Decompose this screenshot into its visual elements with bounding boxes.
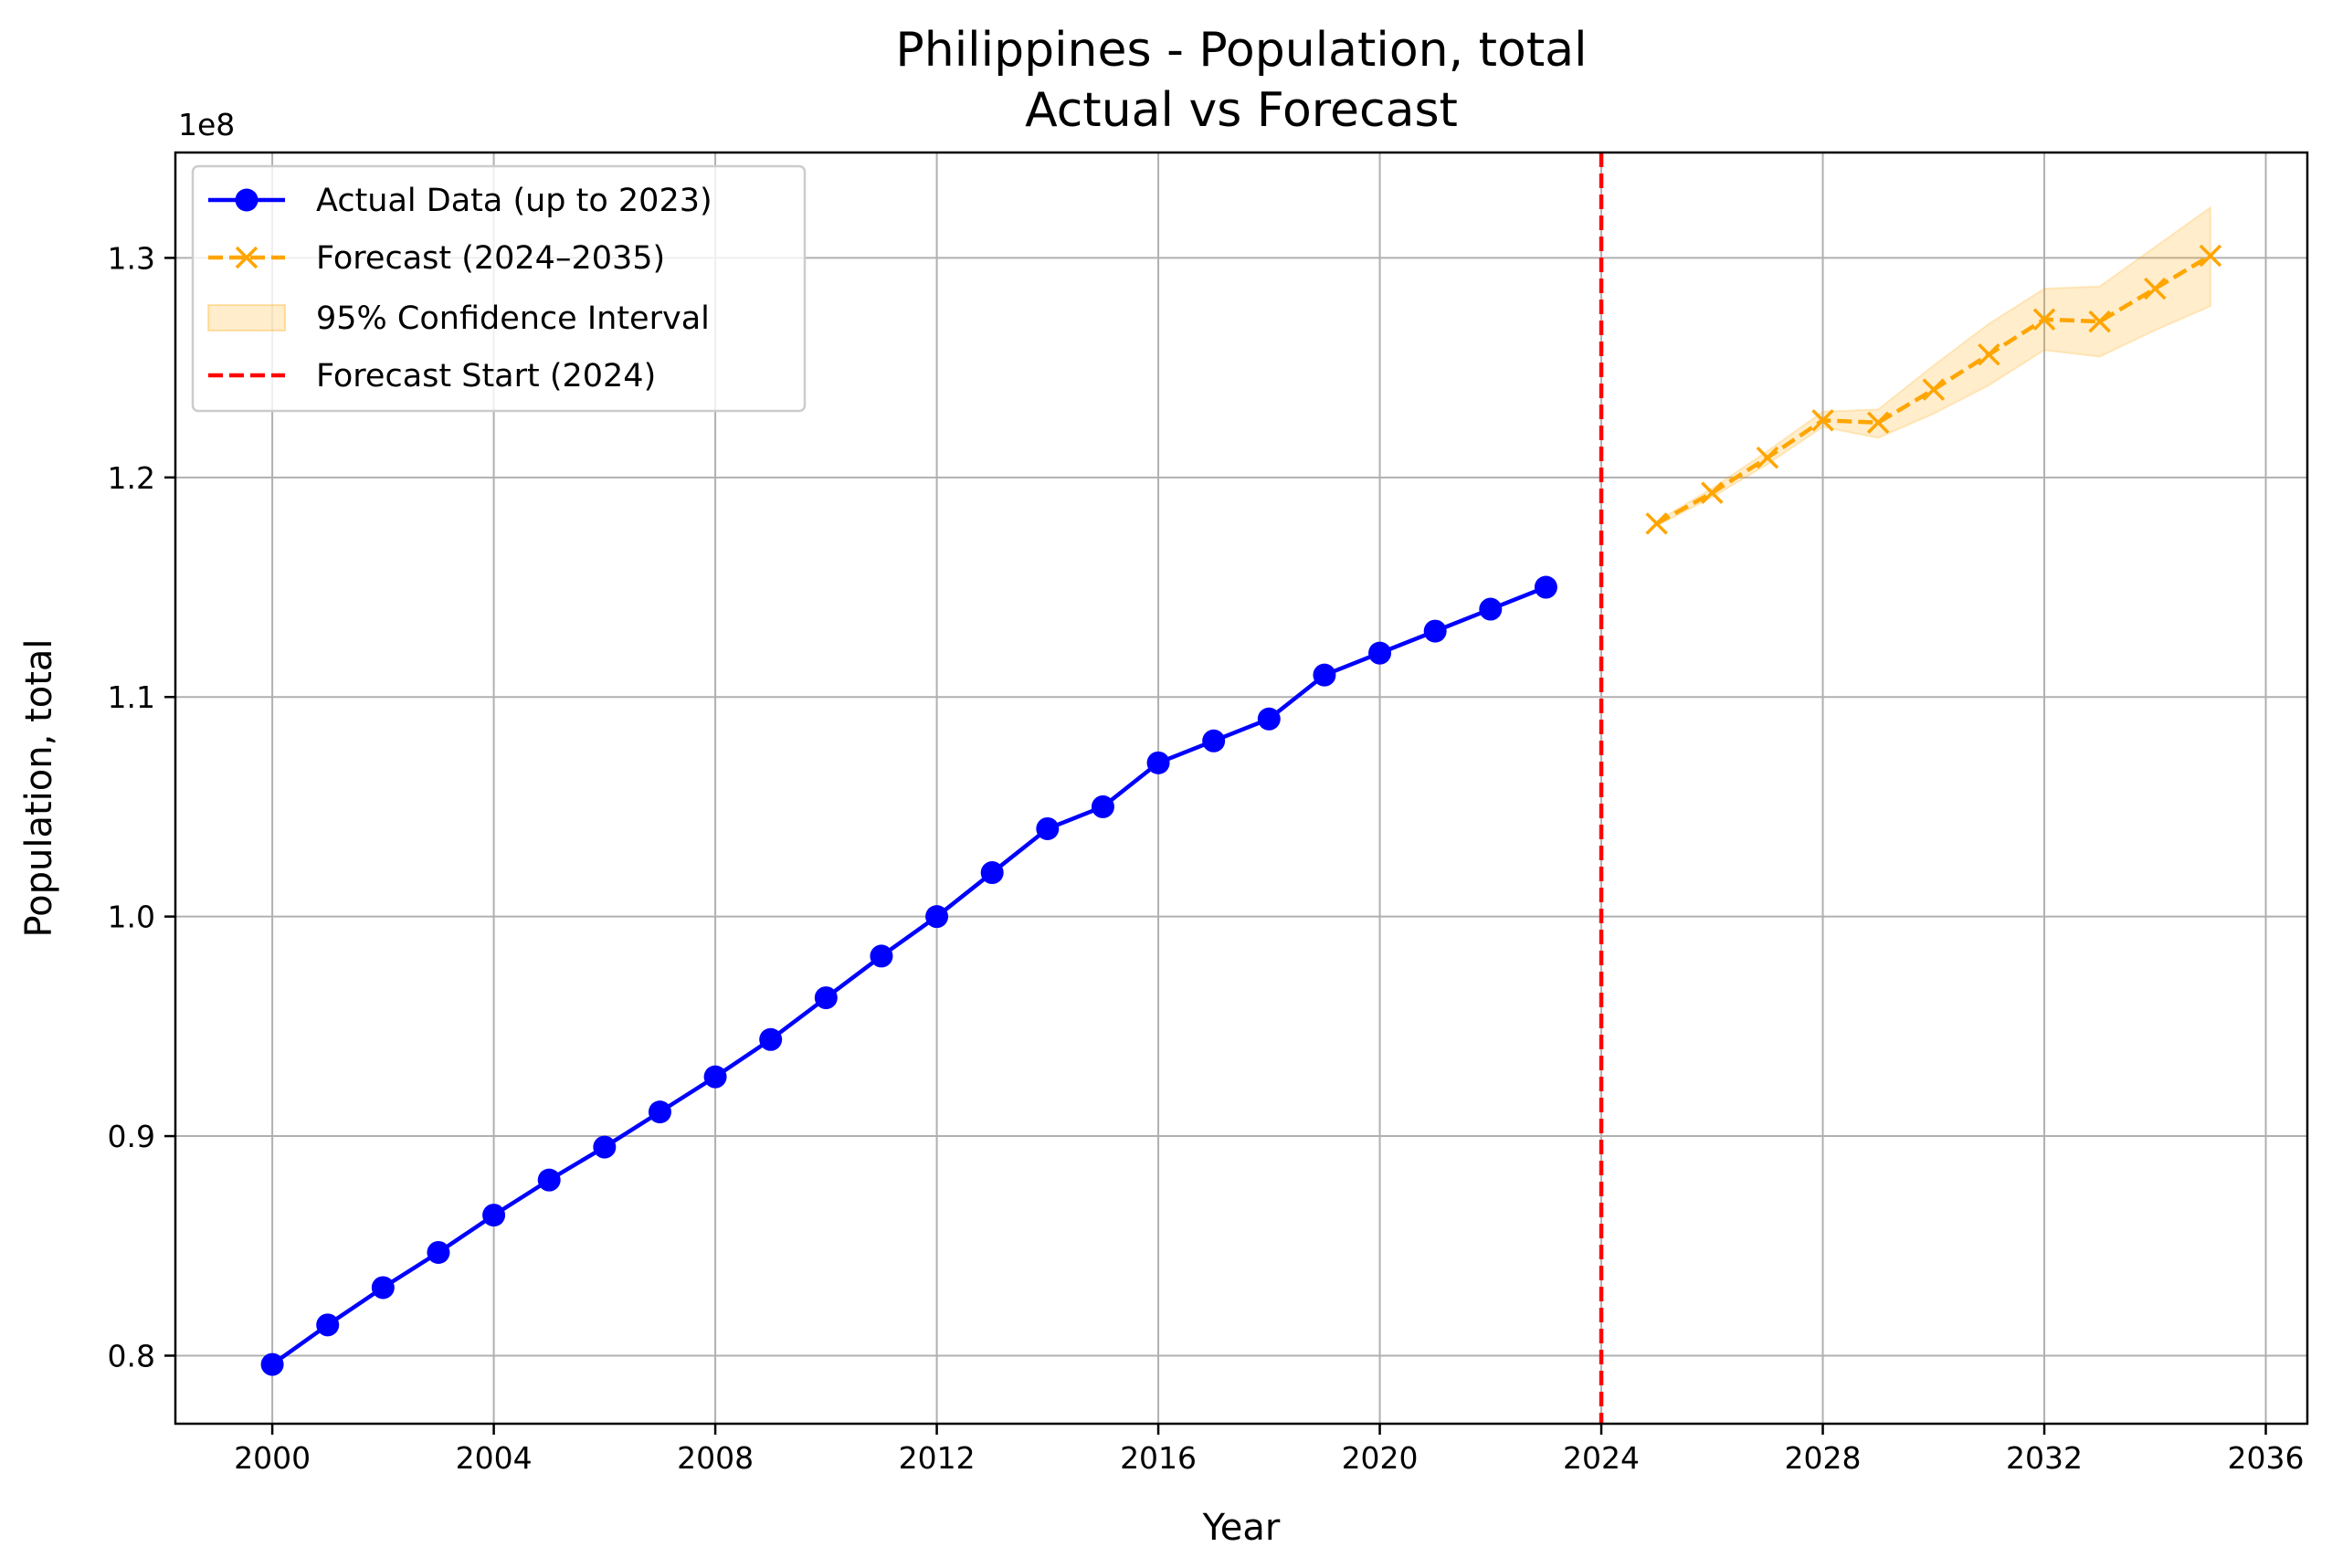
chart-title-line-2: Actual vs Forecast bbox=[1025, 83, 1458, 138]
data-point-forecast bbox=[2144, 277, 2167, 300]
data-point-actual bbox=[1368, 641, 1392, 665]
data-point-forecast-stroke bbox=[1756, 446, 1779, 469]
data-point-actual bbox=[1534, 575, 1557, 599]
data-point-actual bbox=[1313, 663, 1336, 687]
data-point-forecast-stroke bbox=[2088, 310, 2111, 333]
legend-marker-forecast bbox=[235, 246, 259, 269]
data-point-forecast bbox=[2032, 308, 2056, 331]
x-tick-label: 2020 bbox=[1342, 1440, 1419, 1476]
data-point-actual bbox=[537, 1168, 561, 1192]
legend-marker-actual bbox=[235, 188, 259, 212]
data-point-forecast bbox=[1978, 342, 2000, 366]
data-point-forecast-stroke bbox=[1922, 378, 1946, 401]
y-tick-label: 1.1 bbox=[108, 679, 155, 715]
x-tick-label: 2000 bbox=[234, 1440, 311, 1476]
data-point-forecast bbox=[1866, 411, 1890, 434]
y-tick-label: 0.8 bbox=[108, 1338, 155, 1373]
data-point-forecast bbox=[1922, 378, 1946, 401]
x-tick-label: 2024 bbox=[1563, 1440, 1640, 1476]
legend-label-forecast: Forecast (2024–2035) bbox=[316, 240, 665, 277]
data-point-actual bbox=[371, 1276, 395, 1300]
data-point-actual bbox=[1036, 816, 1060, 840]
data-point-actual bbox=[814, 986, 838, 1010]
data-point-actual bbox=[870, 944, 893, 968]
data-point-forecast-stroke bbox=[1866, 411, 1890, 434]
data-point-forecast bbox=[2088, 310, 2111, 333]
x-axis-label: Year bbox=[1202, 1507, 1281, 1549]
data-point-actual bbox=[427, 1240, 450, 1264]
data-point-actual bbox=[759, 1027, 783, 1051]
data-point-forecast-stroke bbox=[1978, 342, 2000, 366]
data-point-forecast bbox=[1811, 409, 1834, 432]
data-point-forecast bbox=[1756, 446, 1779, 469]
y-tick-label: 1.0 bbox=[108, 900, 155, 935]
data-point-forecast bbox=[2199, 244, 2222, 268]
data-point-actual bbox=[1479, 597, 1503, 621]
data-point-actual bbox=[1423, 619, 1447, 643]
x-tick-label: 2004 bbox=[456, 1440, 533, 1476]
x-tick-label: 2032 bbox=[2006, 1440, 2083, 1476]
chart-title-line-1: Philippines - Population, total bbox=[895, 23, 1587, 78]
axes-frame bbox=[174, 151, 2309, 1426]
data-point-actual bbox=[648, 1100, 671, 1124]
y-axis-offset-label: 1e8 bbox=[178, 107, 235, 142]
data-point-forecast-stroke bbox=[2032, 308, 2056, 331]
data-point-actual bbox=[703, 1065, 727, 1089]
data-point-forecast-stroke bbox=[1645, 512, 1668, 535]
data-point-forecast bbox=[1701, 481, 1724, 504]
legend-label-actual: Actual Data (up to 2023) bbox=[316, 183, 712, 219]
data-point-forecast-stroke bbox=[2199, 244, 2222, 268]
y-axis-label: Population, total bbox=[18, 638, 60, 937]
x-tick-label: 2012 bbox=[899, 1440, 976, 1476]
data-point-forecast-stroke bbox=[1701, 481, 1724, 504]
data-point-actual bbox=[1091, 795, 1114, 818]
data-point-forecast-stroke bbox=[1811, 409, 1834, 432]
x-tick-label: 2036 bbox=[2228, 1440, 2305, 1476]
data-point-actual bbox=[316, 1313, 340, 1337]
data-point-actual bbox=[1257, 707, 1281, 731]
x-tick-label: 2008 bbox=[677, 1440, 754, 1476]
data-point-actual bbox=[1202, 729, 1226, 752]
data-point-forecast-stroke bbox=[2144, 277, 2167, 300]
data-point-actual bbox=[1146, 751, 1170, 774]
x-tick-label: 2028 bbox=[1785, 1440, 1862, 1476]
data-point-actual bbox=[482, 1204, 506, 1227]
y-tick-label: 1.3 bbox=[108, 240, 155, 276]
legend-label-forecast-start: Forecast Start (2024) bbox=[316, 358, 656, 395]
x-tick-label: 2016 bbox=[1120, 1440, 1197, 1476]
data-point-actual bbox=[925, 905, 949, 929]
data-point-forecast bbox=[1645, 512, 1668, 535]
legend-label-confidence-interval: 95% Confidence Interval bbox=[316, 300, 710, 337]
data-point-actual bbox=[980, 861, 1004, 885]
legend-frame bbox=[191, 164, 807, 413]
data-point-actual bbox=[593, 1135, 617, 1159]
legend: Actual Data (up to 2023) Forecast (2024–2… bbox=[191, 164, 807, 413]
y-tick-label: 1.2 bbox=[108, 460, 155, 496]
y-tick-label: 0.9 bbox=[108, 1119, 155, 1154]
legend-swatch-confidence-interval bbox=[207, 304, 286, 331]
confidence-interval-band bbox=[1655, 205, 2211, 528]
data-point-actual bbox=[260, 1352, 284, 1376]
